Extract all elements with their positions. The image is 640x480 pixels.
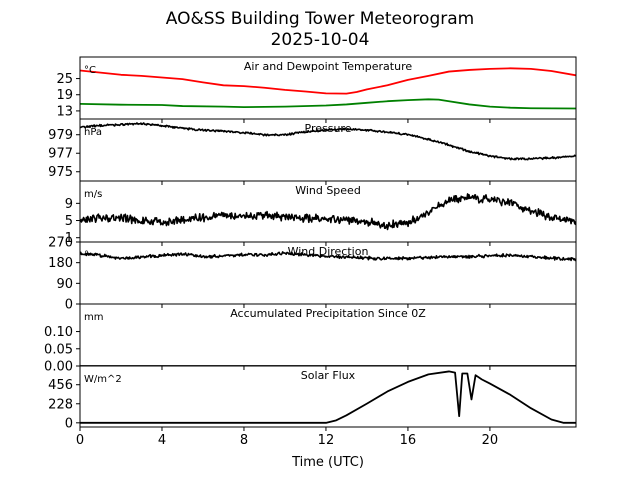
- series-line-pressure: [80, 122, 576, 161]
- panel-unit-label: m/s: [84, 189, 102, 200]
- y-tick-label: 977: [48, 147, 73, 162]
- y-tick-label: 270: [48, 236, 73, 251]
- y-tick-label: 0.05: [44, 342, 73, 357]
- series-line-wind-speed: [80, 193, 576, 231]
- x-tick-label: 8: [240, 433, 248, 448]
- y-tick-label: 9: [65, 197, 73, 212]
- figure-title: AO&SS Building Tower Meteorogram: [166, 9, 474, 29]
- y-tick-label: 0: [65, 416, 73, 431]
- x-tick-label: 4: [158, 433, 166, 448]
- panel-frame: [79, 365, 577, 428]
- y-tick-label: 975: [48, 165, 73, 180]
- panel-unit-label: W/m^2: [84, 374, 122, 385]
- panel-unit-label: hPa: [84, 127, 102, 138]
- series-line-solar-flux: [80, 370, 576, 424]
- panel-title: Air and Dewpoint Temperature: [244, 60, 412, 73]
- panel-title: Accumulated Precipitation Since 0Z: [230, 307, 426, 320]
- figure-date: 2025-10-04: [271, 30, 370, 50]
- x-axis: 0 4 8 12 16 20: [76, 433, 498, 448]
- panel-unit-label: mm: [84, 312, 103, 323]
- panel-title: Wind Direction: [288, 245, 369, 258]
- y-tick-label: 19: [56, 88, 73, 103]
- series-line-air-temperature: [80, 67, 576, 95]
- panel-unit-label: °C: [84, 65, 96, 76]
- y-tick-label: 13: [56, 104, 73, 119]
- y-tick-label: 456: [48, 378, 73, 393]
- series-line-wind-direction: [80, 251, 576, 262]
- y-tick-label: 25: [56, 72, 73, 87]
- y-tick-label: 90: [56, 277, 73, 292]
- x-axis-label: Time (UTC): [291, 455, 364, 470]
- series-line-dewpoint-temperature: [80, 98, 576, 110]
- y-tick-label: 228: [48, 397, 73, 412]
- y-tick-label: 1: [65, 231, 73, 246]
- panel-title: Solar Flux: [301, 369, 356, 382]
- panel-6: 0 228 456 Solar Flux W/m^2: [48, 365, 577, 431]
- x-tick-label: 12: [318, 433, 335, 448]
- y-tick-label: 0: [65, 298, 73, 313]
- x-tick-label: 16: [400, 433, 417, 448]
- panel-2: 975 977 979 Pressure hPa: [48, 118, 577, 185]
- y-tick-label: 5: [65, 214, 73, 229]
- panel-title: Wind Speed: [295, 184, 361, 197]
- panel-3: 1 5 9 Wind Speed m/s: [65, 180, 577, 246]
- x-tick-label: 20: [482, 433, 499, 448]
- y-tick-label: 180: [48, 256, 73, 271]
- y-tick-label: 0.10: [44, 325, 73, 340]
- panel-5: 0.00 0.05 0.10 Accumulated Precipitation Si…: [44, 303, 577, 375]
- x-tick-label: 0: [76, 433, 84, 448]
- panel-4: 0 90 180 270 Wind Direction °: [48, 236, 577, 313]
- panel-unit-label: °: [84, 250, 89, 261]
- y-tick-label: 979: [48, 128, 73, 143]
- panel-title: Pressure: [305, 122, 352, 135]
- y-tick-label: 0.00: [44, 360, 73, 375]
